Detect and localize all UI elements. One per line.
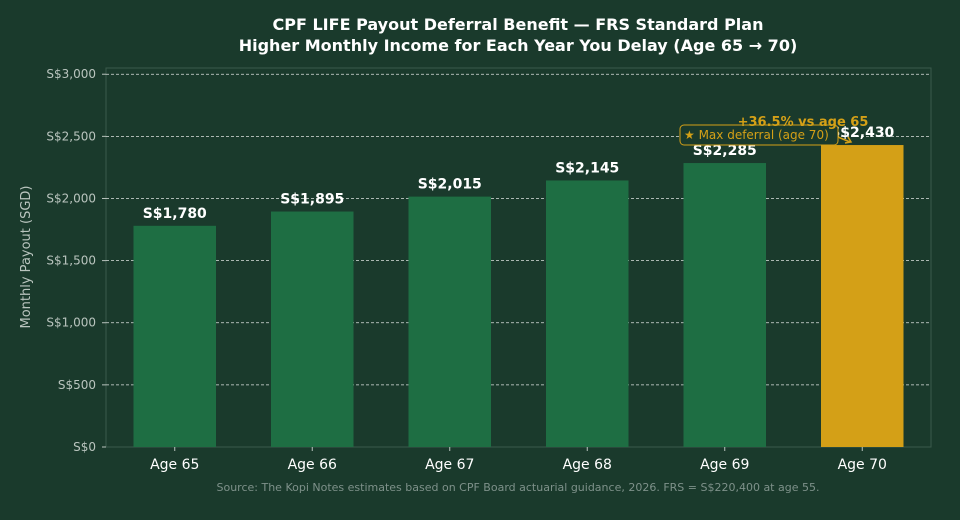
annotation-arrowhead [844, 136, 853, 144]
bar-value-label: S$2,145 [555, 160, 619, 176]
y-axis-ticks: S$0 S$500 S$1,000 S$1,500 S$2,000 S$2,500 S$3,… [46, 67, 106, 454]
chart-subtitle: Higher Monthly Income for Each Year You … [239, 36, 798, 55]
plot-area-frame [105, 67, 932, 448]
chart-title: CPF LIFE Payout Deferral Benefit — FRS S… [273, 15, 764, 34]
bar-age-69 [683, 163, 766, 447]
y-tick-label: S$2,500 [46, 129, 96, 143]
y-tick-label: S$1,000 [46, 316, 96, 330]
x-tick-label: Age 66 [288, 457, 337, 473]
bar-age-65 [133, 225, 216, 447]
bar-value-labels: S$1,780 S$1,895 S$2,015 S$2,145 S$2,285 S$2,4… [143, 125, 895, 222]
bar-value-label: S$2,015 [418, 177, 482, 193]
y-tick-label: S$3,000 [46, 67, 96, 81]
source-note: Source: The Kopi Notes estimates based o… [217, 481, 820, 494]
x-tick-label: Age 69 [700, 457, 749, 473]
bars [133, 145, 904, 448]
x-axis-ticks: Age 65 Age 66 Age 67 Age 68 Age 69 Age 70 [150, 447, 887, 473]
annotation-arrow [837, 136, 851, 143]
x-tick-label: Age 70 [838, 457, 887, 473]
annotation-box [679, 124, 839, 146]
bar-value-label: S$2,285 [693, 143, 757, 159]
annotation-box-text: ★ Max deferral (age 70) [684, 128, 829, 142]
annotation-percent: +36.5% vs age 65 [738, 115, 869, 130]
bar-age-70 [821, 145, 904, 448]
max-deferral-annotation: ★ Max deferral (age 70) +36.5% vs age 65 [679, 115, 869, 146]
bar-age-68 [546, 180, 629, 447]
y-tick-label: S$2,000 [46, 191, 96, 205]
x-tick-label: Age 67 [425, 457, 474, 473]
y-tick-label: S$1,500 [46, 254, 96, 268]
y-axis-label: Monthly Payout (SGD) [19, 186, 34, 329]
bar-value-label: S$1,895 [280, 192, 344, 208]
bar-age-67 [408, 196, 491, 447]
bar-value-label: S$2,430 [830, 125, 894, 141]
y-tick-label: S$500 [58, 378, 96, 392]
x-tick-label: Age 65 [150, 457, 199, 473]
bar-value-label: S$1,780 [143, 206, 207, 222]
x-tick-label: Age 68 [563, 457, 612, 473]
bar-age-66 [271, 211, 354, 447]
y-tick-label: S$0 [73, 440, 96, 454]
